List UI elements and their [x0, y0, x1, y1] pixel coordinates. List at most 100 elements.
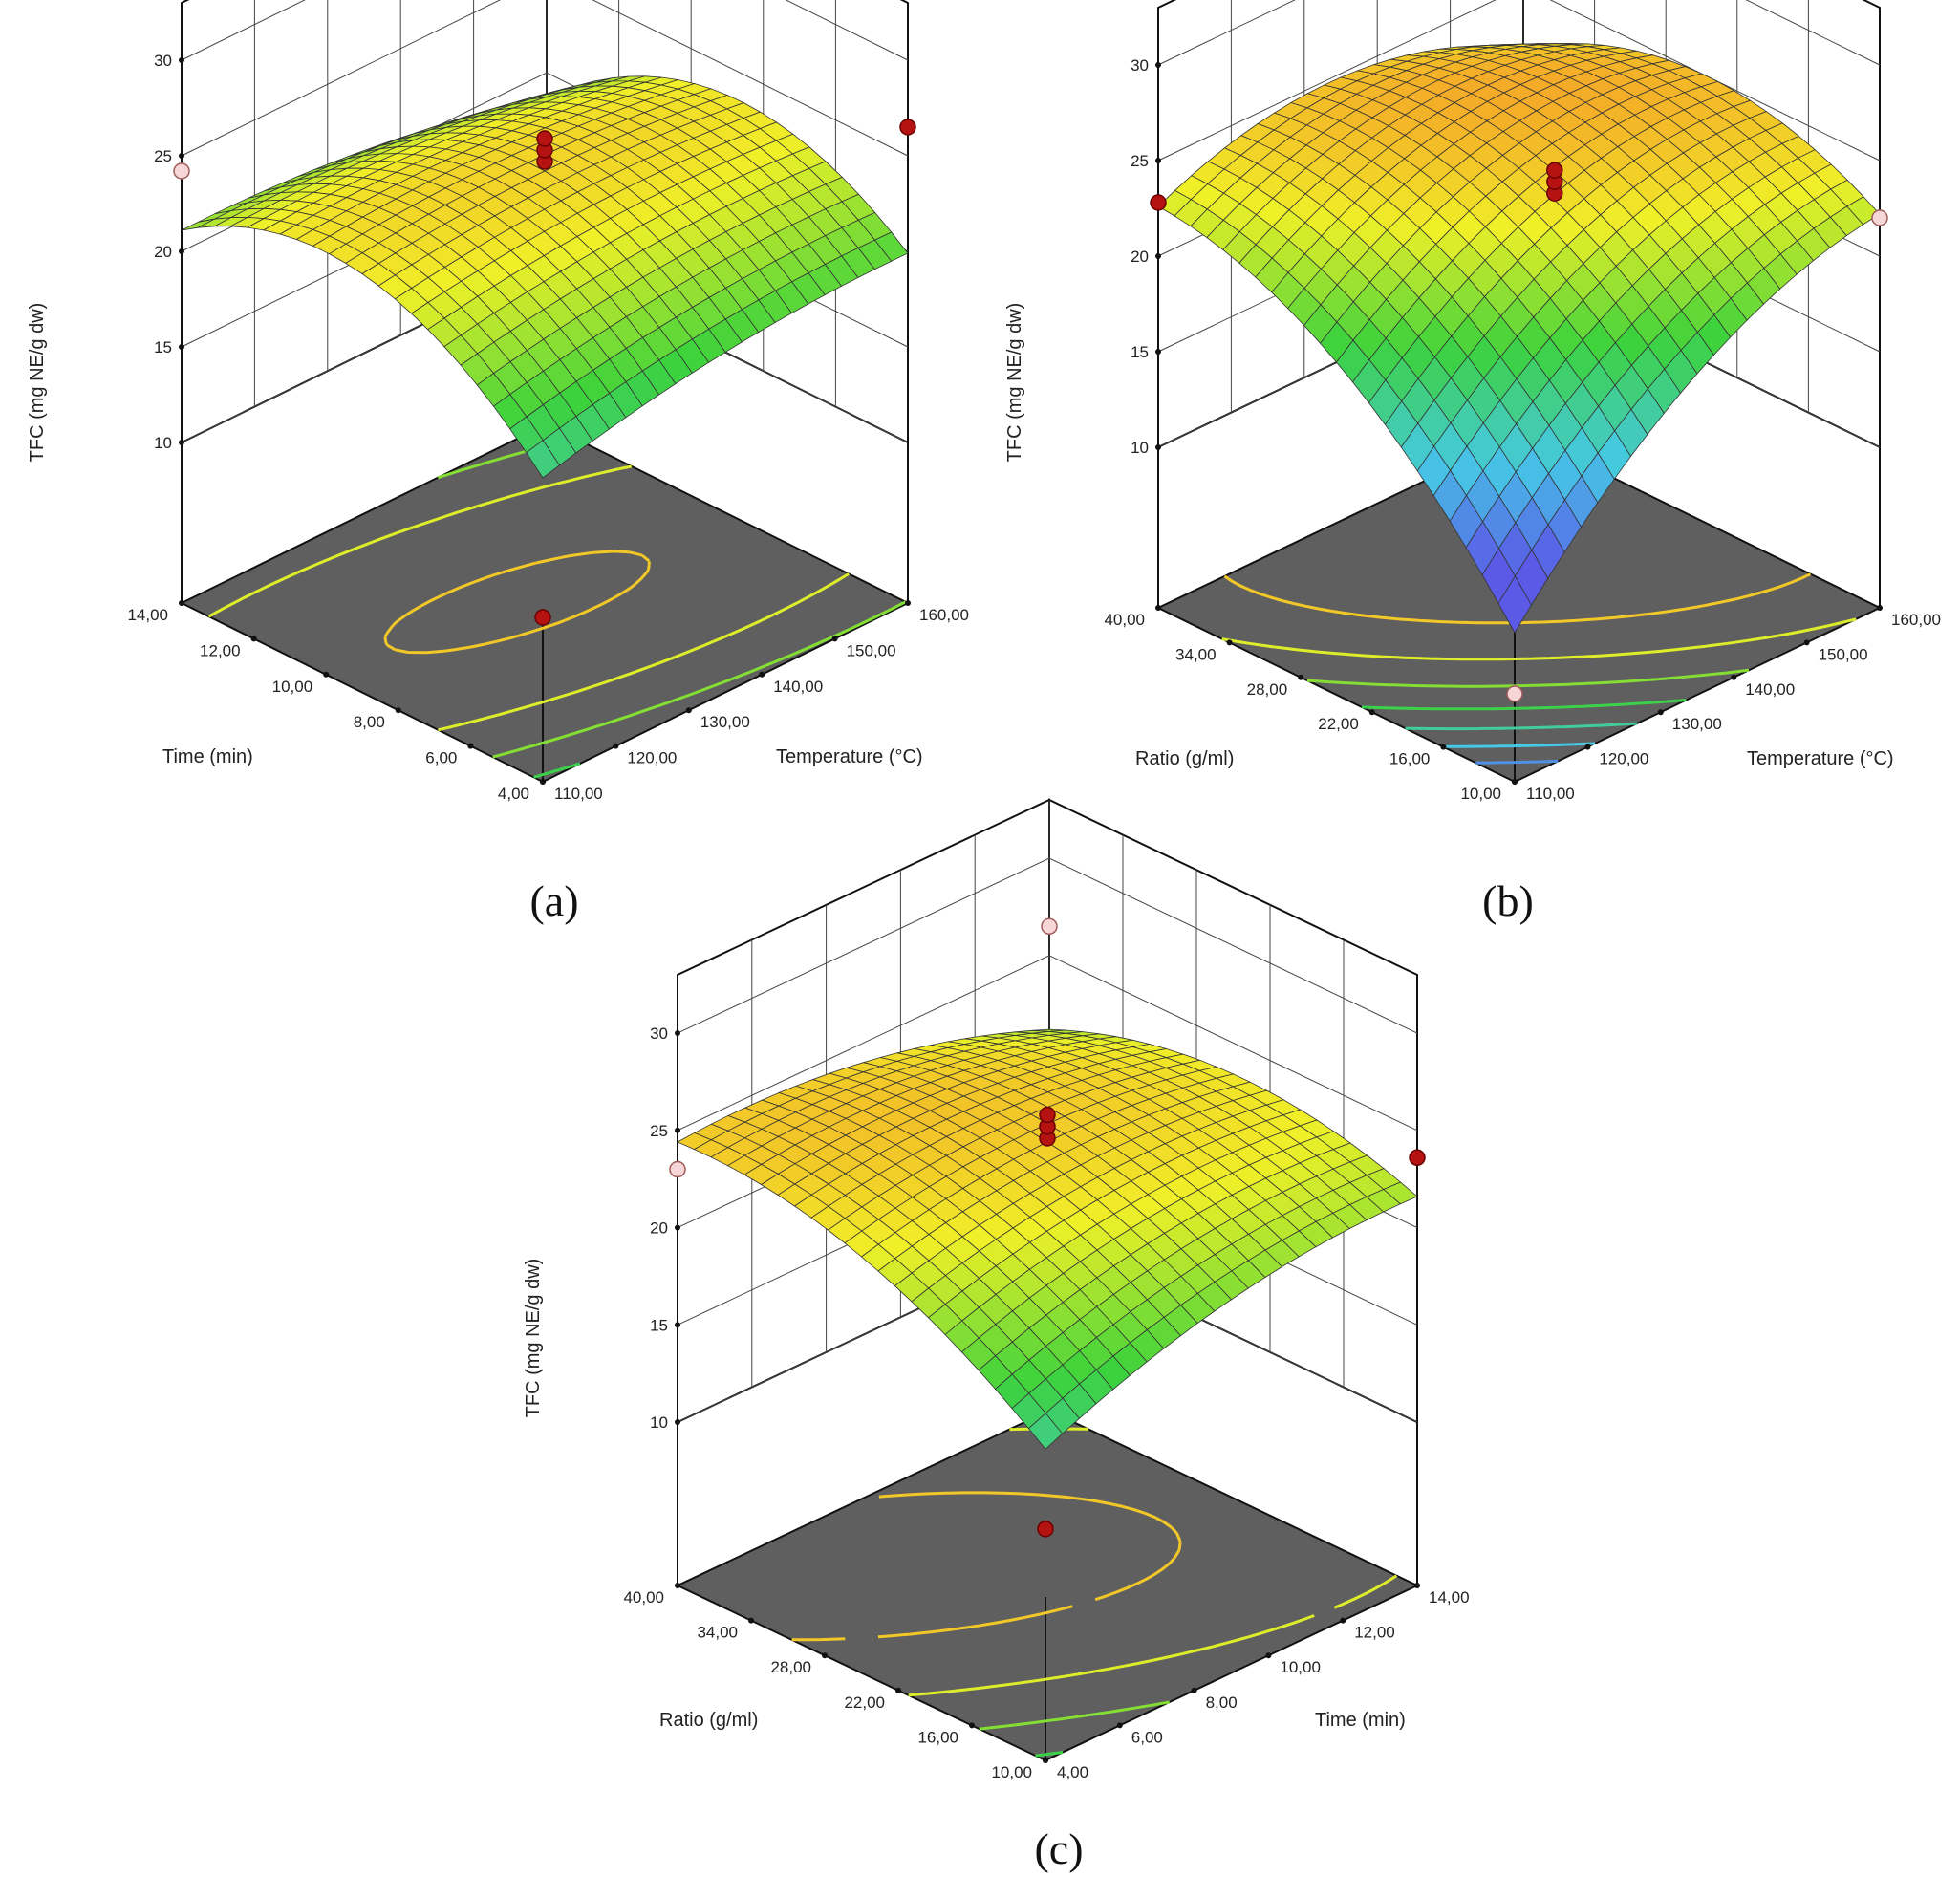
right-axis-tick-label: 120,00: [627, 749, 677, 767]
left-axis-label-b: Ratio (g/ml): [1135, 748, 1234, 769]
left-axis-tick-mark: [822, 1652, 828, 1659]
z-tick-label: 10: [1131, 439, 1149, 457]
wall-gridline: [1157, 0, 1881, 66]
left-axis-tick-label: 34,00: [1175, 645, 1217, 663]
left-axis-tick-label: 16,00: [1389, 750, 1431, 768]
panel-label-c: (c): [1034, 1824, 1083, 1873]
z-tick-label: 30: [1131, 56, 1149, 75]
right-axis-tick-mark: [1116, 1722, 1123, 1729]
right-axis-tick-label: 110,00: [1526, 785, 1575, 803]
right-axis-tick-label: 140,00: [1745, 680, 1795, 699]
surface-plot-a: 10 15 20 25 30 4,00 6,00 8,00 10,00 12,00 14,00 110…: [27, 0, 969, 925]
right-axis-tick-label: 4,00: [1057, 1763, 1088, 1781]
z-tick-label: 20: [154, 243, 172, 261]
floor-contour-line: [908, 1427, 1398, 1697]
floor-contour-line: [979, 1700, 1170, 1731]
wall-gridline: [1157, 0, 1881, 162]
right-axis-tick-label: 10,00: [1280, 1658, 1321, 1676]
right-axis-tick-mark: [1265, 1652, 1272, 1659]
right-axis-tick-label: 140,00: [773, 678, 823, 696]
floor-contour-line: [1221, 435, 1857, 661]
z-tick-mark: [179, 248, 184, 254]
z-tick-mark: [179, 57, 184, 63]
left-axis-tick-mark: [179, 600, 184, 606]
design-point: [1546, 162, 1563, 179]
z-tick-label: 20: [650, 1219, 668, 1238]
z-tick-mark: [675, 1322, 680, 1328]
right-axis-tick-label: 12,00: [1354, 1624, 1395, 1642]
floor-contour-line: [207, 464, 850, 732]
z-tick-label: 15: [1131, 343, 1149, 361]
left-axis-tick-mark: [1226, 639, 1233, 646]
design-point: [534, 609, 551, 626]
left-axis-tick-label: 34,00: [697, 1624, 738, 1642]
right-axis-label-c: Time (min): [1315, 1710, 1406, 1731]
right-axis-tick-mark: [905, 600, 911, 606]
wall-gridline: [677, 857, 1418, 1034]
design-point: [1506, 685, 1523, 702]
left-axis-tick-mark: [250, 636, 257, 642]
floor-contour-line: [1361, 699, 1687, 711]
wall-gridline: [181, 0, 909, 61]
left-axis-tick-mark: [467, 743, 474, 749]
left-axis-tick-mark: [969, 1722, 975, 1729]
z-tick-mark: [1155, 349, 1161, 355]
left-axis-tick-label: 28,00: [1247, 680, 1288, 699]
z-tick-mark: [1155, 253, 1161, 259]
left-axis-tick-label: 10,00: [1460, 785, 1501, 803]
right-axis-tick-label: 14,00: [1429, 1588, 1470, 1607]
surface-cell: [1497, 575, 1532, 634]
left-axis-tick-mark: [1155, 605, 1161, 611]
z-tick-label: 10: [154, 434, 172, 452]
left-axis-tick-mark: [1298, 674, 1304, 680]
left-axis-tick-label: 14,00: [127, 606, 168, 624]
right-axis-tick-mark: [1731, 674, 1737, 680]
right-axis-tick-label: 150,00: [1819, 645, 1868, 663]
right-axis-tick-label: 8,00: [1206, 1693, 1238, 1712]
design-point: [536, 130, 553, 147]
surface-plot-c: 10 15 20 25 30 10,00 16,00 22,00 28,00 34,00 40,00…: [523, 798, 1470, 1873]
surface-cell: [1027, 1413, 1064, 1450]
right-axis-tick-mark: [1584, 744, 1591, 750]
right-axis-tick-mark: [1803, 639, 1810, 646]
z-tick-mark: [1155, 444, 1161, 450]
z-tick-mark: [675, 1224, 680, 1231]
left-axis-tick-label: 22,00: [1318, 715, 1359, 733]
panel-label-a: (a): [529, 876, 578, 925]
design-point: [1037, 1521, 1054, 1538]
left-axis-tick-mark: [1368, 709, 1375, 716]
design-point: [1039, 1106, 1056, 1124]
surface-cell: [526, 440, 560, 479]
contour-floor: [675, 1409, 1420, 1762]
right-axis-tick-mark: [540, 779, 546, 785]
z-tick-label: 20: [1131, 248, 1149, 266]
z-tick-label: 30: [154, 52, 172, 70]
right-axis-tick-mark: [1043, 1758, 1048, 1763]
z-tick-label: 25: [1131, 152, 1149, 170]
right-axis-tick-mark: [613, 743, 619, 749]
z-tick-label: 25: [650, 1122, 668, 1140]
wall-gridline: [181, 0, 909, 157]
left-axis-tick-label: 6,00: [425, 749, 457, 767]
z-axis-label-a: TFC (mg NE/g dw): [27, 303, 48, 463]
left-axis-tick-label: 4,00: [498, 785, 529, 803]
right-axis-tick-label: 110,00: [554, 785, 603, 803]
left-axis-label-c: Ratio (g/ml): [659, 1710, 758, 1731]
right-axis-label-b: Temperature (°C): [1747, 748, 1894, 769]
left-axis-tick-label: 40,00: [1104, 611, 1145, 629]
left-axis-tick-mark: [395, 707, 401, 714]
floor-contour-line: [1405, 722, 1637, 731]
right-axis-tick-mark: [1657, 709, 1664, 716]
floor-contour-line: [533, 762, 581, 779]
design-point: [1409, 1149, 1426, 1167]
design-point: [899, 119, 916, 136]
z-tick-mark: [675, 1030, 680, 1037]
panel-label-b: (b): [1482, 876, 1534, 925]
left-axis-tick-label: 22,00: [844, 1693, 885, 1712]
surface-plot-b: 10 15 20 25 30 10,00 16,00 22,00 28,00 34,00 40,00…: [1004, 0, 1941, 925]
left-axis-tick-label: 8,00: [354, 713, 385, 731]
design-point: [173, 162, 190, 180]
floor-contour-line: [791, 1491, 1182, 1642]
left-axis-label-a: Time (min): [162, 746, 253, 767]
